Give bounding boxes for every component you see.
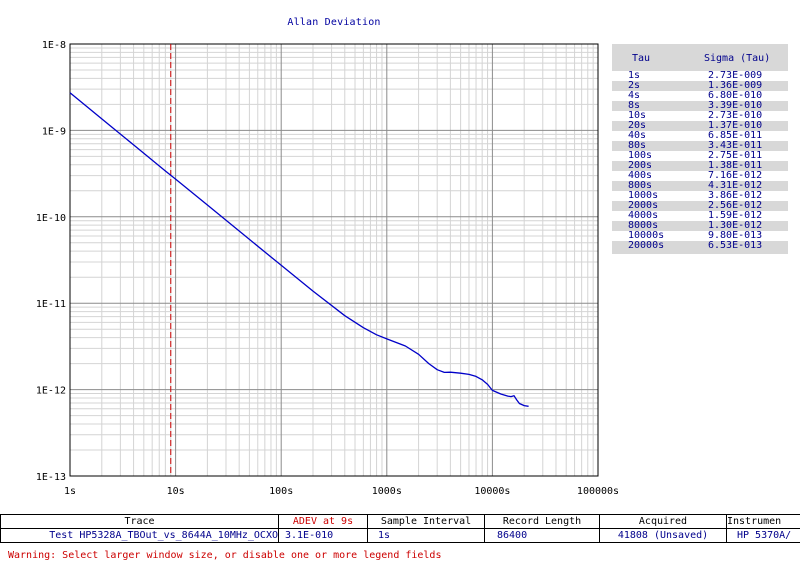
y-tick-label: 1E-13 (36, 472, 66, 483)
legend-row: 10000s 9.80E-013 (612, 231, 788, 241)
y-tick-label: 1E-9 (42, 126, 66, 137)
legend-row: 2s 1.36E-009 (612, 81, 788, 91)
value-record-length: 86400 (484, 528, 600, 543)
header-sample-interval[interactable]: Sample Interval (367, 514, 485, 529)
legend-row: 2000s 2.56E-012 (612, 201, 788, 211)
legend-sigma: 3.43E-011 (708, 140, 763, 151)
legend-row: 100s 2.75E-011 (612, 151, 788, 161)
legend-tau: 800s (628, 180, 653, 191)
legend-header-sigma: Sigma (Tau) (704, 53, 771, 64)
legend-sigma: 4.31E-012 (708, 180, 763, 191)
legend-tau: 20s (628, 120, 647, 131)
legend-sigma: 6.80E-010 (708, 90, 763, 101)
value-trace[interactable]: Test HP5328A_TBOut_vs_8644A_10MHz_OCXO (0, 528, 279, 543)
value-adev: 3.1E-010 (278, 528, 368, 543)
legend-sigma: 2.75E-011 (708, 150, 763, 161)
adev-plot[interactable]: 1s 10s 100s 1000s 10000s 100000s 1E-8 1E-9 1E-1… (0, 0, 800, 510)
x-tick-label: 100000s (577, 486, 619, 497)
legend-tau: 1s (628, 70, 641, 81)
legend-tau: 8s (628, 100, 641, 111)
legend-sigma: 2.56E-012 (708, 200, 763, 211)
adev-series-line (69, 92, 529, 407)
legend-tau: 1000s (628, 190, 659, 201)
x-tick-label: 1s (64, 486, 76, 497)
legend-sigma: 7.16E-012 (708, 170, 763, 181)
legend-sigma: 2.73E-010 (708, 110, 763, 121)
legend-sigma: 1.59E-012 (708, 210, 763, 221)
warning-message: Warning: Select larger window size, or d… (8, 550, 442, 561)
legend-header: Tau Sigma (Tau) (612, 53, 788, 65)
x-tick-label: 1000s (372, 486, 402, 497)
header-instrument[interactable]: Instrumen (726, 514, 800, 529)
legend-tau: 2000s (628, 200, 659, 211)
legend-panel: Tau Sigma (Tau) 1s 2.73E-009 2s 1.36E-009 4s… (612, 44, 788, 254)
y-tick-label: 1E-10 (36, 213, 66, 224)
legend-tau: 10000s (628, 230, 665, 241)
legend-tau: 4000s (628, 210, 659, 221)
x-tick-label: 10s (167, 486, 185, 497)
legend-tau: 8000s (628, 220, 659, 231)
legend-sigma: 3.39E-010 (708, 100, 763, 111)
legend-sigma: 2.73E-009 (708, 70, 763, 81)
legend-row: 4s 6.80E-010 (612, 91, 788, 101)
legend-row: 10s 2.73E-010 (612, 111, 788, 121)
header-acquired[interactable]: Acquired (599, 514, 727, 529)
legend-sigma: 6.53E-013 (708, 240, 763, 251)
legend-row: 8s 3.39E-010 (612, 101, 788, 111)
legend-tau: 100s (628, 150, 653, 161)
header-adev[interactable]: ADEV at 9s (278, 514, 368, 529)
header-trace[interactable]: Trace (0, 514, 279, 529)
info-table: Trace ADEV at 9s Sample Interval Record … (0, 514, 800, 543)
x-tick-label: 10000s (474, 486, 510, 497)
series-layer (69, 92, 529, 407)
legend-sigma: 1.37E-010 (708, 120, 763, 131)
legend-header-tau: Tau (632, 53, 651, 64)
legend-sigma: 1.36E-009 (708, 80, 763, 91)
legend-row: 400s 7.16E-012 (612, 171, 788, 181)
legend-tau: 4s (628, 90, 641, 101)
major-grid (70, 44, 598, 476)
legend-sigma: 1.38E-011 (708, 160, 763, 171)
x-tick-label: 100s (269, 486, 293, 497)
legend-rows: 1s 2.73E-009 2s 1.36E-009 4s 6.80E-010 8s 3.39E… (612, 71, 788, 251)
legend-row: 20000s 6.53E-013 (612, 241, 788, 251)
legend-row: 4000s 1.59E-012 (612, 211, 788, 221)
minor-grid (70, 44, 598, 476)
value-instrument: HP 5370A/ (726, 528, 800, 543)
legend-row: 1s 2.73E-009 (612, 71, 788, 81)
legend-sigma: 9.80E-013 (708, 230, 763, 241)
y-tick-labels: 1E-8 1E-9 1E-10 1E-11 1E-12 1E-13 (36, 40, 66, 483)
legend-row: 80s 3.43E-011 (612, 141, 788, 151)
legend-row: 200s 1.38E-011 (612, 161, 788, 171)
legend-tau: 400s (628, 170, 653, 181)
legend-row: 20s 1.37E-010 (612, 121, 788, 131)
x-tick-labels: 1s 10s 100s 1000s 10000s 100000s (64, 486, 619, 497)
legend-row: 8000s 1.30E-012 (612, 221, 788, 231)
y-tick-label: 1E-11 (36, 299, 66, 310)
legend-tau: 2s (628, 80, 641, 91)
value-sample-interval: 1s (367, 528, 485, 543)
legend-sigma: 1.30E-012 (708, 220, 763, 231)
plot-frame (69, 43, 599, 477)
y-tick-label: 1E-8 (42, 40, 66, 51)
legend-row: 40s 6.85E-011 (612, 131, 788, 141)
header-record-length[interactable]: Record Length (484, 514, 600, 529)
legend-sigma: 3.86E-012 (708, 190, 763, 201)
legend-tau: 200s (628, 160, 653, 171)
legend-sigma: 6.85E-011 (708, 130, 763, 141)
legend-tau: 40s (628, 130, 647, 141)
chart-title: Allan Deviation (287, 17, 381, 28)
legend-tau: 10s (628, 110, 647, 121)
legend-tau: 20000s (628, 240, 665, 251)
legend-tau: 80s (628, 140, 647, 151)
value-acquired: 41808 (Unsaved) (599, 528, 727, 543)
legend-row: 800s 4.31E-012 (612, 181, 788, 191)
legend-row: 1000s 3.86E-012 (612, 191, 788, 201)
y-tick-label: 1E-12 (36, 386, 66, 397)
